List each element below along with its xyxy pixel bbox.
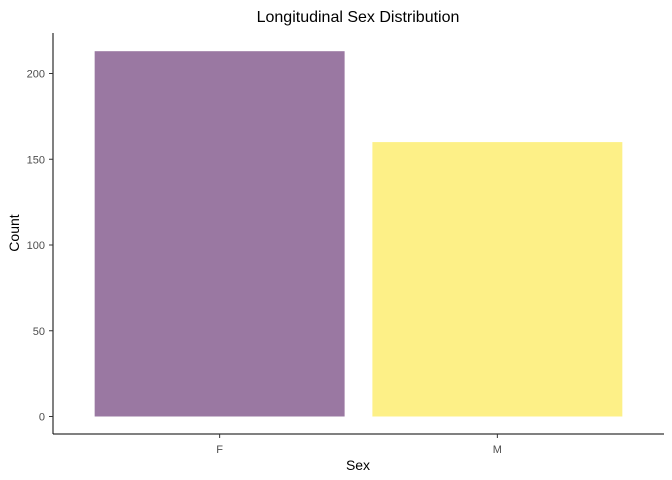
y-axis-ticks: 0 50 100 150 200	[27, 69, 53, 424]
y-axis-title: Count	[6, 214, 22, 251]
y-tick-label: 150	[27, 154, 45, 166]
bars-layer	[94, 51, 623, 417]
x-axis-title: Sex	[346, 457, 370, 473]
y-tick-label: 200	[27, 69, 45, 81]
x-tick-label: F	[216, 444, 223, 456]
y-tick-label: 50	[33, 326, 45, 338]
y-tick-label: 100	[27, 240, 45, 252]
bar-m	[372, 142, 623, 417]
x-tick-label: M	[493, 444, 502, 456]
chart-title: Longitudinal Sex Distribution	[257, 9, 460, 26]
y-tick-label: 0	[39, 412, 45, 424]
bar-f	[94, 51, 345, 417]
